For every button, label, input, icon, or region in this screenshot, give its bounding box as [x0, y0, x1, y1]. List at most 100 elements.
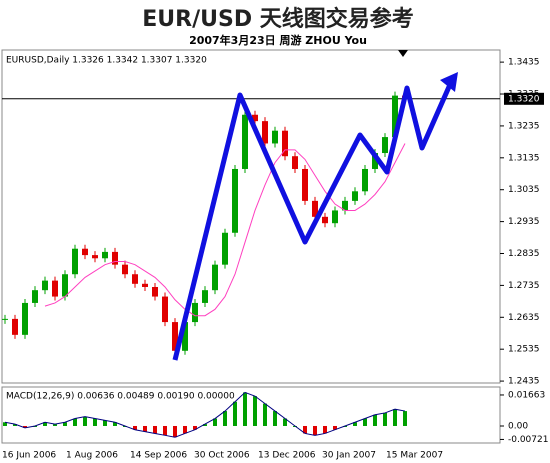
macd-bar [43, 422, 47, 426]
macd-bar [3, 422, 7, 426]
x-tick-label: 1 Aug 2006 [66, 451, 118, 461]
candle [362, 168, 368, 192]
macd-bar [283, 418, 287, 426]
x-tick-label: 30 Oct 2006 [194, 451, 250, 461]
macd-bar [173, 425, 177, 438]
candle [42, 280, 48, 291]
macd-bar [263, 403, 267, 426]
candle [332, 210, 338, 224]
candle [122, 264, 128, 275]
macd-bar [213, 418, 217, 426]
y-tick-label: 1.2835 [508, 249, 540, 259]
y-tick-label: 1.2735 [508, 281, 540, 291]
moving-average [44, 143, 406, 317]
price-panel [1, 49, 501, 384]
macd-bar [113, 422, 117, 426]
candle [162, 296, 168, 323]
y-tick-label: 1.3135 [508, 153, 540, 163]
candle [112, 251, 118, 265]
candle [172, 322, 178, 351]
macd-header: MACD(12,26,9) 0.00636 0.00489 0.00190 0.… [6, 392, 235, 402]
macd-bar [103, 420, 107, 426]
candle [372, 153, 378, 169]
trend-arrow [172, 78, 455, 361]
candle [192, 302, 198, 323]
candle [2, 318, 8, 320]
y2-tick-label: -0.00721 [508, 435, 548, 445]
x-tick-label: 15 Mar 2007 [386, 451, 443, 461]
price-label: 1.3320 [508, 94, 540, 104]
macd-bar [13, 424, 17, 426]
macd-bar [193, 425, 197, 430]
candle [292, 156, 298, 169]
macd-bar [63, 422, 67, 426]
x-tick-label: 30 Jan 2007 [322, 451, 376, 461]
y-tick-label: 1.2635 [508, 313, 540, 323]
macd-bar [83, 416, 87, 426]
macd-line [4, 391, 406, 438]
macd-bar [183, 425, 187, 434]
arrow-head [440, 72, 458, 92]
candle [242, 114, 248, 169]
macd-bar [243, 392, 247, 426]
candle [12, 318, 18, 335]
candle [202, 290, 208, 303]
chart-subtitle: 2007年3月23日 周游 ZHOU You [189, 33, 367, 47]
macd-bar [203, 424, 207, 426]
candle [222, 232, 228, 265]
x-tick-label: 14 Sep 2006 [130, 451, 187, 461]
y2-tick-label: 0.00 [508, 421, 528, 431]
chart-title: EUR/USD 天线图交易参考 [142, 6, 414, 32]
y2-tick-label: 0.01663 [508, 390, 545, 400]
candle [32, 290, 38, 303]
macd-bar [353, 422, 357, 426]
macd-bar [333, 425, 337, 430]
candle [342, 200, 348, 211]
macd-bar [403, 411, 407, 426]
macd-bar [133, 425, 137, 430]
candle [282, 130, 288, 157]
macd-bar [163, 425, 167, 436]
macd-bar [253, 396, 257, 426]
macd-bar [313, 425, 317, 436]
candle [182, 322, 188, 351]
candle [92, 255, 98, 259]
candle [132, 274, 138, 284]
marker [398, 50, 408, 57]
candle [142, 283, 148, 287]
macd-bar [233, 401, 237, 426]
macd-bar [53, 424, 57, 426]
candle [212, 264, 218, 291]
candle [82, 248, 88, 256]
candle [262, 121, 268, 144]
macd-bar [93, 418, 97, 426]
y-tick-label: 1.3235 [508, 121, 540, 131]
y-tick-label: 1.2935 [508, 217, 540, 227]
candle [382, 137, 388, 154]
price-label-box [504, 92, 544, 105]
x-tick-label: 16 Jun 2006 [2, 451, 56, 461]
macd-bar [153, 425, 157, 434]
candle [312, 200, 318, 217]
macd-bar [23, 425, 27, 428]
candle [62, 274, 68, 297]
candle [352, 191, 358, 201]
price-header: EURUSD,Daily 1.3326 1.3342 1.3307 1.3320 [6, 56, 207, 66]
candle [392, 95, 398, 138]
x-tick-label: 13 Dec 2006 [258, 451, 316, 461]
macd-bar [323, 425, 327, 434]
candle [102, 251, 108, 259]
macd-bar [303, 425, 307, 434]
y-tick-label: 1.2535 [508, 345, 540, 355]
macd-bar [143, 425, 147, 432]
y-tick-label: 1.3435 [508, 58, 540, 68]
candle [232, 168, 238, 233]
candle [322, 216, 328, 224]
macd-panel [1, 386, 501, 444]
macd-bar [383, 412, 387, 426]
y-tick-label: 1.3035 [508, 185, 540, 195]
candle [22, 302, 28, 335]
candle [272, 130, 278, 144]
candle [152, 286, 158, 297]
